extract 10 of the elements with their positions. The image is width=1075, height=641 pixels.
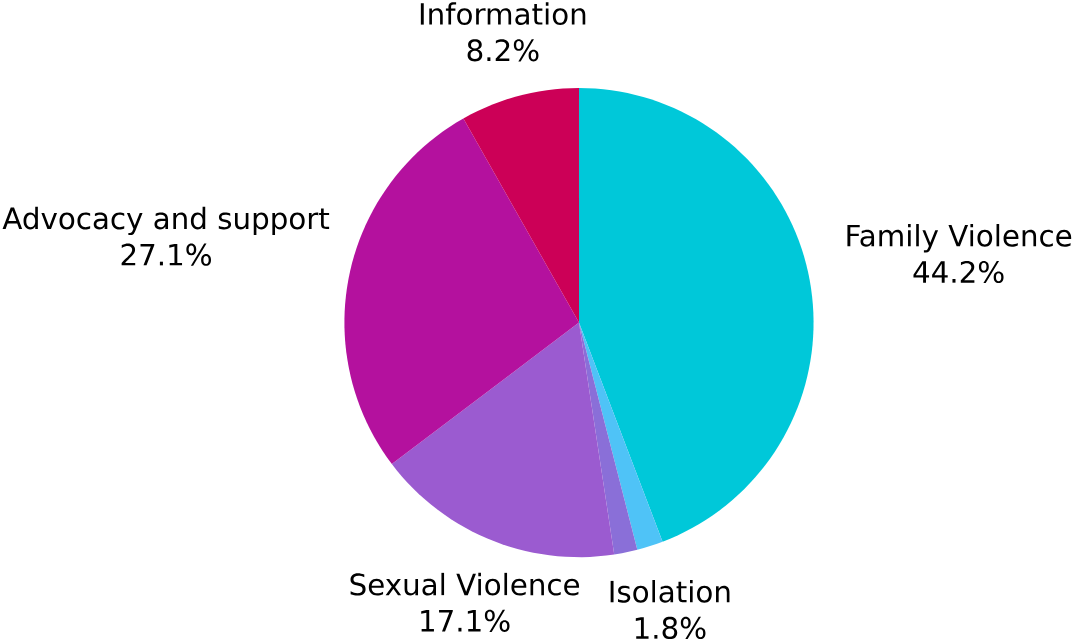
data-label: 27.1% <box>121 243 211 266</box>
slice-label: Isolation <box>610 579 730 603</box>
slice-label: Advocacy and support <box>2 206 330 235</box>
slice-label: Family Violence <box>847 223 1072 253</box>
slice-label: Information <box>420 2 586 25</box>
slice-label: Sexual Violence <box>350 572 580 596</box>
data-label: 8.2% <box>467 39 539 62</box>
data-label: 44.2% <box>913 260 1004 283</box>
data-label: 1.8% <box>635 616 706 639</box>
data-label: 17.1% <box>421 609 510 632</box>
